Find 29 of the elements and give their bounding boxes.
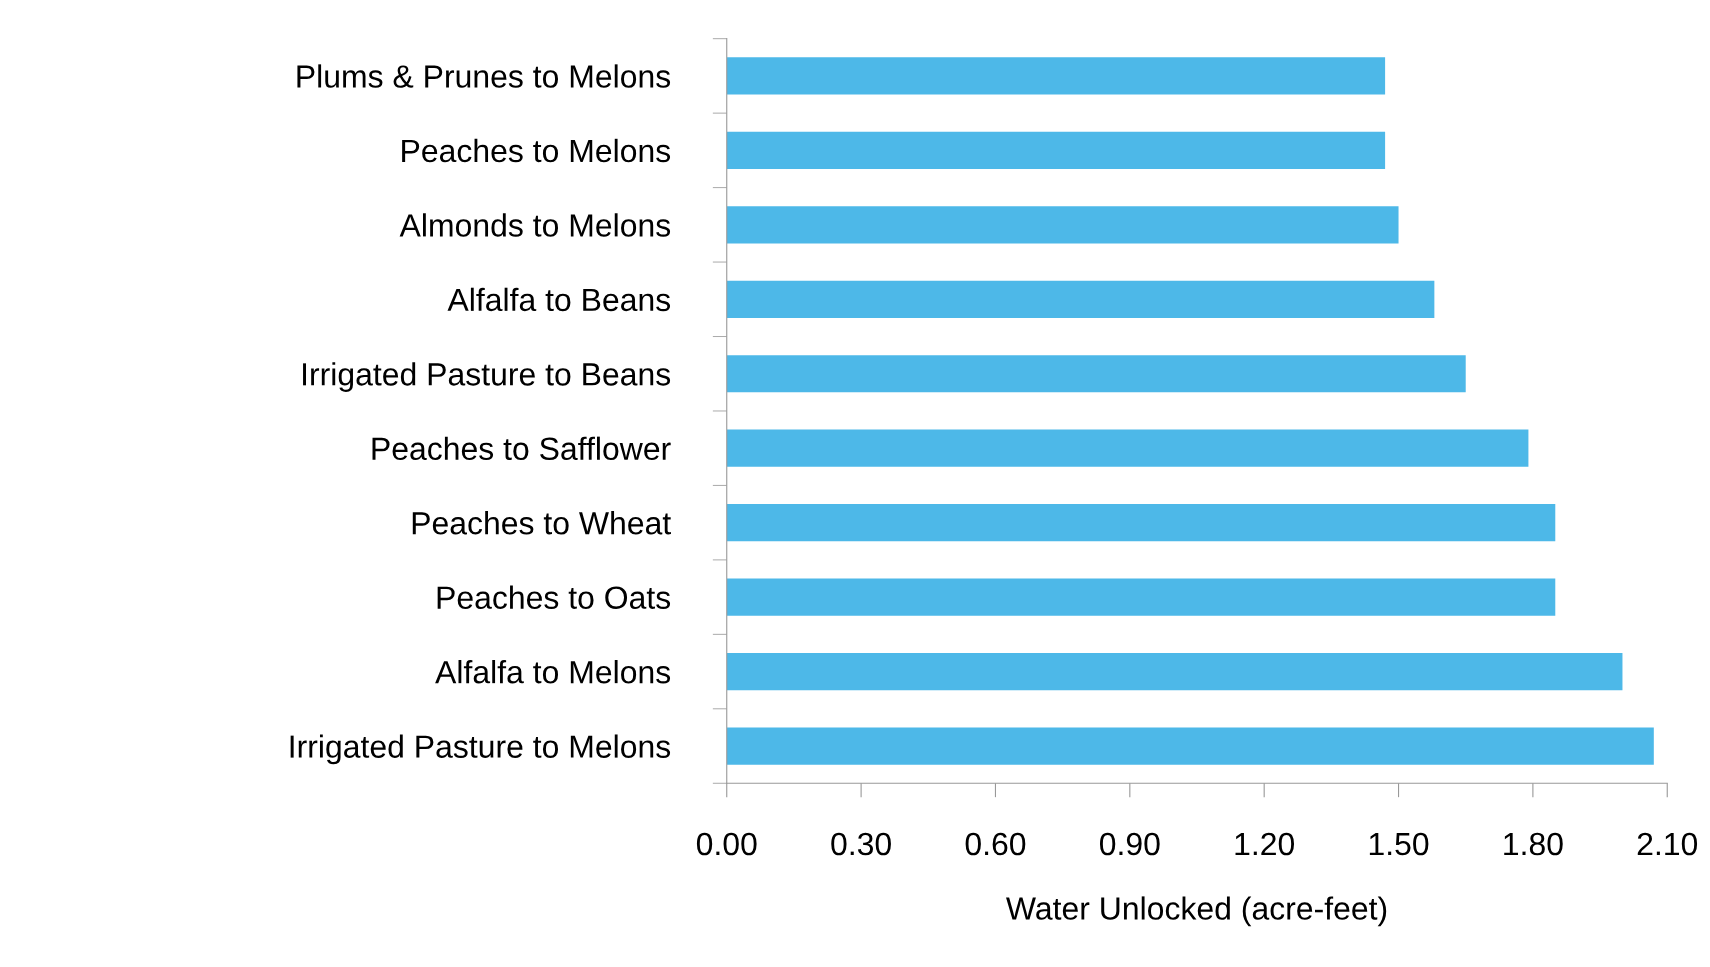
x-tick-label: 0.90 (1099, 832, 1160, 856)
bar (726, 429, 1529, 467)
y-tick-label: Peaches to Oats (437, 585, 671, 610)
x-tick-label: 0.30 (831, 832, 891, 856)
x-tick-label: 0.60 (965, 832, 1026, 856)
y-tick-label: Almonds to Melons (399, 213, 671, 237)
y-tick-label: Peaches to Safflower (372, 436, 671, 461)
bar (726, 57, 1386, 95)
bar (726, 355, 1466, 393)
y-tick-label: Alfalfa to Melons (435, 660, 671, 684)
x-tick-label: 1.20 (1235, 832, 1295, 856)
x-tick-label: 1.80 (1504, 832, 1563, 856)
bar (726, 727, 1654, 765)
y-tick-label: Irrigated Pasture to Beans (303, 362, 671, 392)
x-tick-label: 2.10 (1637, 832, 1698, 856)
y-tick-label: Peaches to Melons (402, 138, 671, 163)
bar (726, 206, 1399, 244)
bar (726, 131, 1386, 169)
bar (726, 578, 1556, 616)
y-tick-label: Alfalfa to Beans (447, 287, 671, 312)
bar (726, 280, 1435, 318)
bar (726, 652, 1623, 691)
x-tick-label: 1.50 (1369, 832, 1429, 856)
bar (726, 504, 1556, 542)
x-axis-title: Water Unlocked (acre-feet) (1006, 896, 1387, 927)
y-tick-label: Irrigated Pasture to Melons (290, 734, 671, 765)
y-tick-label: Plums & Prunes to Melons (297, 64, 671, 88)
x-tick-label: 0.00 (696, 832, 757, 856)
y-tick-label: Peaches to Wheat (412, 511, 671, 535)
